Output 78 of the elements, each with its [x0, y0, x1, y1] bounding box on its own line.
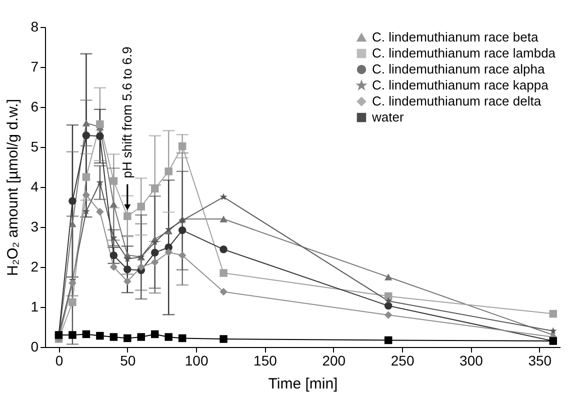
x-tick-label: 250: [390, 352, 414, 368]
point: [220, 288, 228, 296]
point: [82, 132, 90, 140]
point: [82, 173, 90, 181]
point: [96, 132, 104, 140]
y-tick-label: 3: [30, 218, 39, 234]
point: [68, 331, 76, 339]
point: [124, 212, 132, 220]
point: [220, 246, 228, 254]
annotation: pH shift from 5.6 to 6.9: [119, 46, 134, 178]
legend-label: C. lindemuthianum race alpha: [372, 62, 546, 76]
point: [164, 248, 172, 256]
y-tick-label: 7: [30, 58, 39, 74]
legend-label: C. lindemuthianum race lambda: [372, 46, 556, 60]
point: [96, 332, 104, 340]
point: [137, 333, 146, 341]
x-tick-label: 50: [120, 352, 136, 368]
point: [124, 334, 132, 342]
point: [110, 200, 118, 208]
y-tick-label: 8: [30, 18, 39, 34]
point: [110, 333, 118, 341]
point: [549, 327, 557, 334]
x-tick-label: 150: [254, 352, 278, 368]
point: [68, 298, 76, 306]
x-axis-title: Time [min]: [268, 376, 338, 392]
point: [384, 297, 392, 304]
point: [82, 208, 90, 215]
legend-label: C. lindemuthianum race kappa: [372, 78, 550, 92]
point: [137, 263, 146, 271]
legend-label: water: [371, 110, 404, 124]
point: [124, 278, 132, 286]
point: [178, 334, 186, 342]
y-tick-label: 1: [30, 298, 39, 314]
point: [384, 336, 392, 344]
point: [384, 311, 392, 319]
point: [124, 266, 132, 274]
point: [178, 226, 186, 234]
point: [68, 220, 76, 228]
y-tick-label: 6: [30, 98, 39, 114]
point: [150, 248, 159, 256]
point: [164, 333, 172, 341]
x-tick-label: 200: [322, 352, 346, 368]
point: [220, 269, 228, 277]
point: [220, 193, 228, 200]
point: [164, 168, 172, 176]
point: [96, 120, 104, 128]
point: [68, 197, 76, 205]
point: [82, 120, 90, 126]
point: [220, 335, 228, 343]
x-tick-label: 0: [55, 352, 64, 368]
point: [220, 216, 228, 222]
point: [178, 142, 186, 150]
legend-label: C. lindemuthianum race beta: [372, 30, 539, 44]
point: [110, 263, 118, 271]
point: [124, 255, 132, 262]
point: [96, 208, 104, 216]
x-tick-label: 350: [528, 352, 552, 368]
point: [549, 310, 558, 318]
point: [150, 184, 159, 192]
legend-label: C. lindemuthianum race delta: [372, 94, 542, 108]
point: [137, 202, 146, 210]
y-tick-label: 2: [30, 258, 39, 274]
point: [110, 252, 118, 260]
y-tick-label: 0: [30, 338, 39, 354]
point: [150, 330, 159, 338]
y-tick-label: 5: [30, 138, 39, 154]
x-tick-label: 300: [460, 352, 484, 368]
point: [82, 330, 90, 338]
x-tick-label: 100: [184, 352, 208, 368]
point: [82, 191, 90, 199]
point: [110, 177, 118, 185]
point: [150, 258, 159, 266]
point: [151, 238, 159, 246]
point: [384, 274, 392, 280]
y-tick-label: 4: [30, 178, 39, 194]
point: [178, 252, 186, 260]
point: [68, 279, 76, 287]
y-axis-title: H₂O₂ amount [µmol/g d.w.]: [4, 98, 22, 276]
